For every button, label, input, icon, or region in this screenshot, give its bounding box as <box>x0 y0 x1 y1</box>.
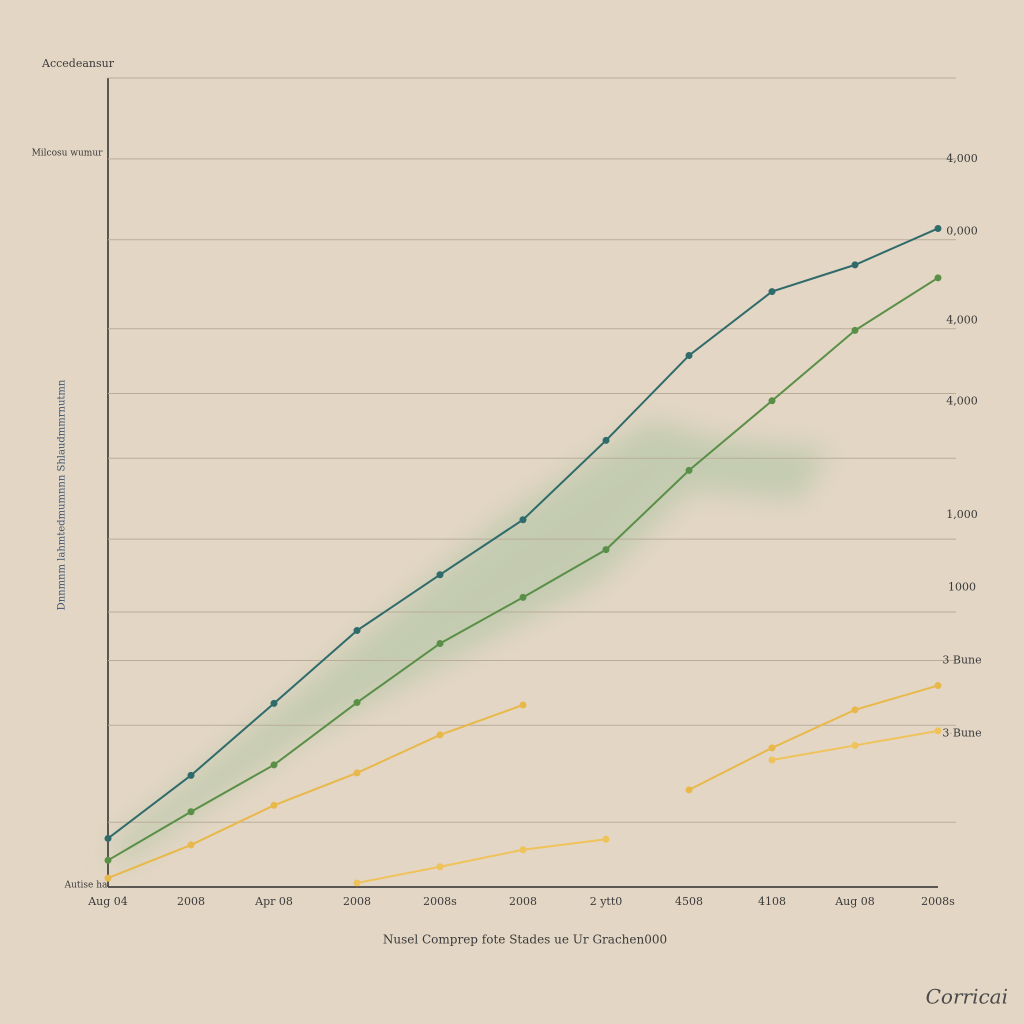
point <box>187 841 195 849</box>
x-tick-label: Aug 04 <box>87 895 128 908</box>
point <box>934 224 942 232</box>
point <box>768 397 776 405</box>
y-label: Milcosu wumur <box>32 149 104 159</box>
point <box>104 834 112 842</box>
point <box>934 274 942 282</box>
point <box>685 351 693 359</box>
x-tick-label: 2008 <box>509 895 537 908</box>
point <box>187 808 195 816</box>
x-tick-label: 2008s <box>921 895 955 908</box>
corner-label: Corricai <box>926 985 1008 1009</box>
y-tick-label: 3 Bune <box>942 653 981 666</box>
series-line <box>107 684 939 880</box>
point <box>768 744 776 752</box>
x-tick-label: 2008 <box>343 895 371 908</box>
x-tick-label: Apr 08 <box>254 895 293 908</box>
y-tick-label: 0,000 <box>946 225 978 238</box>
y-tick-label: 4,000 <box>946 314 978 327</box>
point <box>353 879 361 887</box>
y-tick-label: 3 Bune <box>942 726 981 739</box>
point <box>104 856 112 864</box>
y-tick-label: 4,000 <box>946 152 978 165</box>
x-tick-label: 2008s <box>423 895 457 908</box>
point <box>934 682 942 690</box>
point <box>602 546 610 554</box>
point <box>436 731 444 739</box>
x-tick-label: 2008 <box>177 895 205 908</box>
point <box>851 741 859 749</box>
y-tick-label: 1000 <box>948 581 976 594</box>
y-label-vertical: Dnnmnm lahmtedmumnnn Shlaudmmrnutmn <box>57 379 68 610</box>
shaded-area <box>115 420 830 870</box>
point <box>685 786 693 794</box>
point <box>353 769 361 777</box>
x-tick-label: Aug 08 <box>834 895 875 908</box>
point <box>436 863 444 871</box>
point <box>270 761 278 769</box>
point <box>519 593 527 601</box>
point <box>851 706 859 714</box>
chart-title: Accedeansur <box>41 57 115 70</box>
point <box>685 466 693 474</box>
point <box>768 288 776 296</box>
x-label: Nusel Comprep fote Stades ue Ur Grachen0… <box>383 933 667 947</box>
x-tick-label: 4508 <box>675 895 703 908</box>
point <box>187 771 195 779</box>
y-tick-label: 4,000 <box>946 395 978 408</box>
point <box>519 701 527 709</box>
point <box>519 846 527 854</box>
x-tick-label: 2 ytt0 <box>590 895 623 908</box>
point <box>436 571 444 579</box>
point <box>436 639 444 647</box>
point <box>602 436 610 444</box>
point <box>934 727 942 735</box>
point <box>270 801 278 809</box>
point <box>353 699 361 707</box>
point <box>104 874 112 882</box>
origin-label: Autise ha <box>64 881 108 891</box>
point <box>353 627 361 635</box>
point <box>851 326 859 334</box>
point <box>270 699 278 707</box>
point <box>519 516 527 524</box>
x-tick-label: 4108 <box>758 895 786 908</box>
point <box>768 756 776 764</box>
plot: 4,000 0,000 4,000 4,000 1,000 1000 3 Bune 3 Bun… <box>87 77 982 908</box>
point <box>851 261 859 269</box>
y-tick-label: 1,000 <box>946 508 978 521</box>
point <box>602 835 610 843</box>
